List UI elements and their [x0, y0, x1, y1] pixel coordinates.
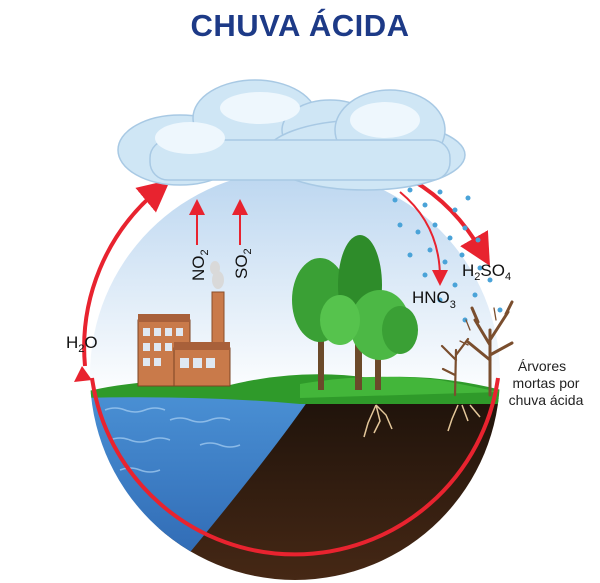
factory-icon — [137, 261, 231, 387]
diagram-title: CHUVA ÁCIDA — [190, 8, 410, 43]
roots — [363, 404, 481, 438]
tree-icon — [292, 235, 418, 390]
caption-line-1: Árvores — [518, 358, 566, 374]
cloud-highlight — [155, 92, 420, 154]
h2so4-label: H2SO4 — [462, 261, 511, 283]
cycle-arrow-right — [410, 178, 490, 266]
so2-label: SO2 — [232, 248, 254, 279]
arrow-icon — [74, 366, 92, 382]
raindrop-icon — [392, 187, 503, 323]
cycle-arrow-bottom — [90, 377, 500, 557]
dead-tree-icon — [440, 300, 514, 397]
hno3-arrow — [399, 191, 448, 286]
caption-line-3: chuva ácida — [509, 392, 584, 408]
cycle-arrow-left — [82, 179, 171, 367]
h2o-label: H2O — [66, 333, 98, 355]
caption-line-2: mortas por — [513, 375, 580, 391]
hno3-label: HNO3 — [412, 288, 456, 311]
no2-label: NO2 — [189, 249, 211, 281]
